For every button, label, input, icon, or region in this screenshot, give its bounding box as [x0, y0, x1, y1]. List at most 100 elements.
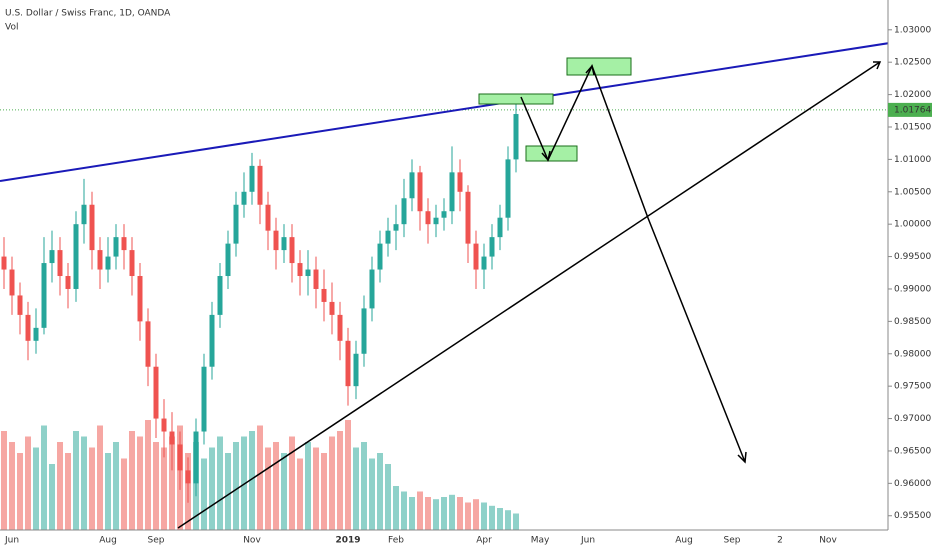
trend-line — [0, 41, 897, 182]
volume-bar — [113, 442, 119, 530]
x-tick-label: May — [531, 536, 550, 546]
y-tick-label: 0.97500 — [894, 382, 931, 392]
chart-title: U.S. Dollar / Swiss Franc, 1D, OANDA — [5, 9, 171, 19]
arrow-head — [585, 64, 595, 76]
candle-body — [361, 308, 367, 354]
y-tick-label: 1.01000 — [894, 155, 931, 165]
candle-body — [457, 172, 463, 192]
volume-bar — [473, 499, 479, 530]
candle-body — [185, 470, 191, 484]
time-axis — [0, 530, 932, 550]
volume-bar — [345, 420, 351, 530]
volume-bar — [225, 453, 231, 530]
volume-bar — [89, 447, 95, 530]
candle-body — [81, 204, 87, 225]
x-tick-label: Aug — [675, 536, 693, 546]
candle-body — [481, 256, 487, 270]
volume-bar — [377, 453, 383, 530]
candle-body — [385, 230, 391, 244]
volume-bar — [337, 431, 343, 530]
x-tick-label: Sep — [148, 536, 165, 546]
volume-bar — [9, 442, 15, 530]
volume-bar — [433, 499, 439, 530]
volume-bar — [361, 442, 367, 530]
volume-bar — [457, 497, 463, 530]
candle-body — [329, 301, 335, 315]
candle-body — [153, 366, 159, 419]
volume-bar — [305, 442, 311, 530]
candle-body — [65, 276, 71, 289]
plot-area — [0, 101, 888, 530]
volume-bar — [217, 436, 223, 530]
candle-body — [345, 340, 351, 387]
candle-body — [193, 431, 199, 484]
candle-body — [1, 256, 7, 270]
candle-body — [9, 269, 15, 296]
candle-body — [441, 211, 447, 218]
candle-body — [161, 418, 167, 432]
y-tick-label: 1.00000 — [894, 220, 931, 230]
x-tick-label: Jun — [4, 536, 19, 546]
y-tick-label: 1.02500 — [894, 58, 931, 68]
x-tick-label: Sep — [724, 536, 741, 546]
candle-body — [177, 444, 183, 471]
volume-bar — [33, 447, 39, 530]
y-tick-label: 0.96000 — [894, 479, 931, 489]
y-tick-label: 0.99500 — [894, 252, 931, 262]
volume-bar — [353, 447, 359, 530]
volume-bar — [105, 453, 111, 530]
candle-body — [489, 237, 495, 257]
volume-bar — [417, 491, 423, 530]
volume-bar — [49, 464, 55, 530]
candle-body — [33, 327, 39, 341]
candle-body — [97, 250, 103, 270]
volume-label: Vol — [5, 23, 18, 33]
volume-bar — [513, 513, 519, 530]
zone-box — [478, 93, 554, 105]
candle-body — [225, 243, 231, 277]
candle-body — [145, 321, 151, 367]
candle-body — [169, 431, 175, 445]
candle-body — [217, 276, 223, 315]
y-tick-label: 0.98500 — [894, 317, 931, 327]
candle-body — [257, 165, 263, 205]
volume-bar — [241, 436, 247, 530]
candle-body — [417, 172, 423, 212]
x-tick-label: Jun — [580, 536, 595, 546]
candle-body — [353, 353, 359, 387]
price-axis — [888, 0, 932, 550]
volume-bar — [97, 425, 103, 530]
candle-body — [369, 269, 375, 309]
candle-body — [209, 314, 215, 367]
candle-body — [377, 243, 383, 270]
volume-bar — [81, 436, 87, 530]
candle-body — [137, 276, 143, 322]
volume-bar — [209, 447, 215, 530]
candle-body — [409, 172, 415, 199]
trend-line — [177, 61, 881, 529]
volume-bar — [281, 453, 287, 530]
volume-bar — [249, 431, 255, 530]
candle-body — [89, 204, 95, 251]
candle-body — [297, 263, 303, 277]
volume-bar — [449, 494, 455, 530]
candle-body — [433, 217, 439, 225]
volume-bar — [313, 447, 319, 530]
y-tick-label: 1.02000 — [894, 90, 931, 100]
candle-body — [249, 165, 255, 192]
x-tick-label: Feb — [388, 536, 404, 546]
volume-bar — [401, 491, 407, 530]
volume-bar — [385, 464, 391, 530]
y-tick-label: 0.99000 — [894, 284, 931, 294]
volume-bar — [153, 442, 159, 530]
x-tick-label: 2019 — [335, 536, 360, 546]
candle-body — [465, 191, 471, 244]
volume-bar — [273, 442, 279, 530]
y-tick-label: 0.97000 — [894, 414, 931, 424]
candle-body — [265, 204, 271, 231]
candle-body — [129, 250, 135, 277]
candle-body — [449, 172, 455, 212]
last-price-label: 1.01764 — [894, 105, 931, 115]
candle-body — [241, 191, 247, 205]
